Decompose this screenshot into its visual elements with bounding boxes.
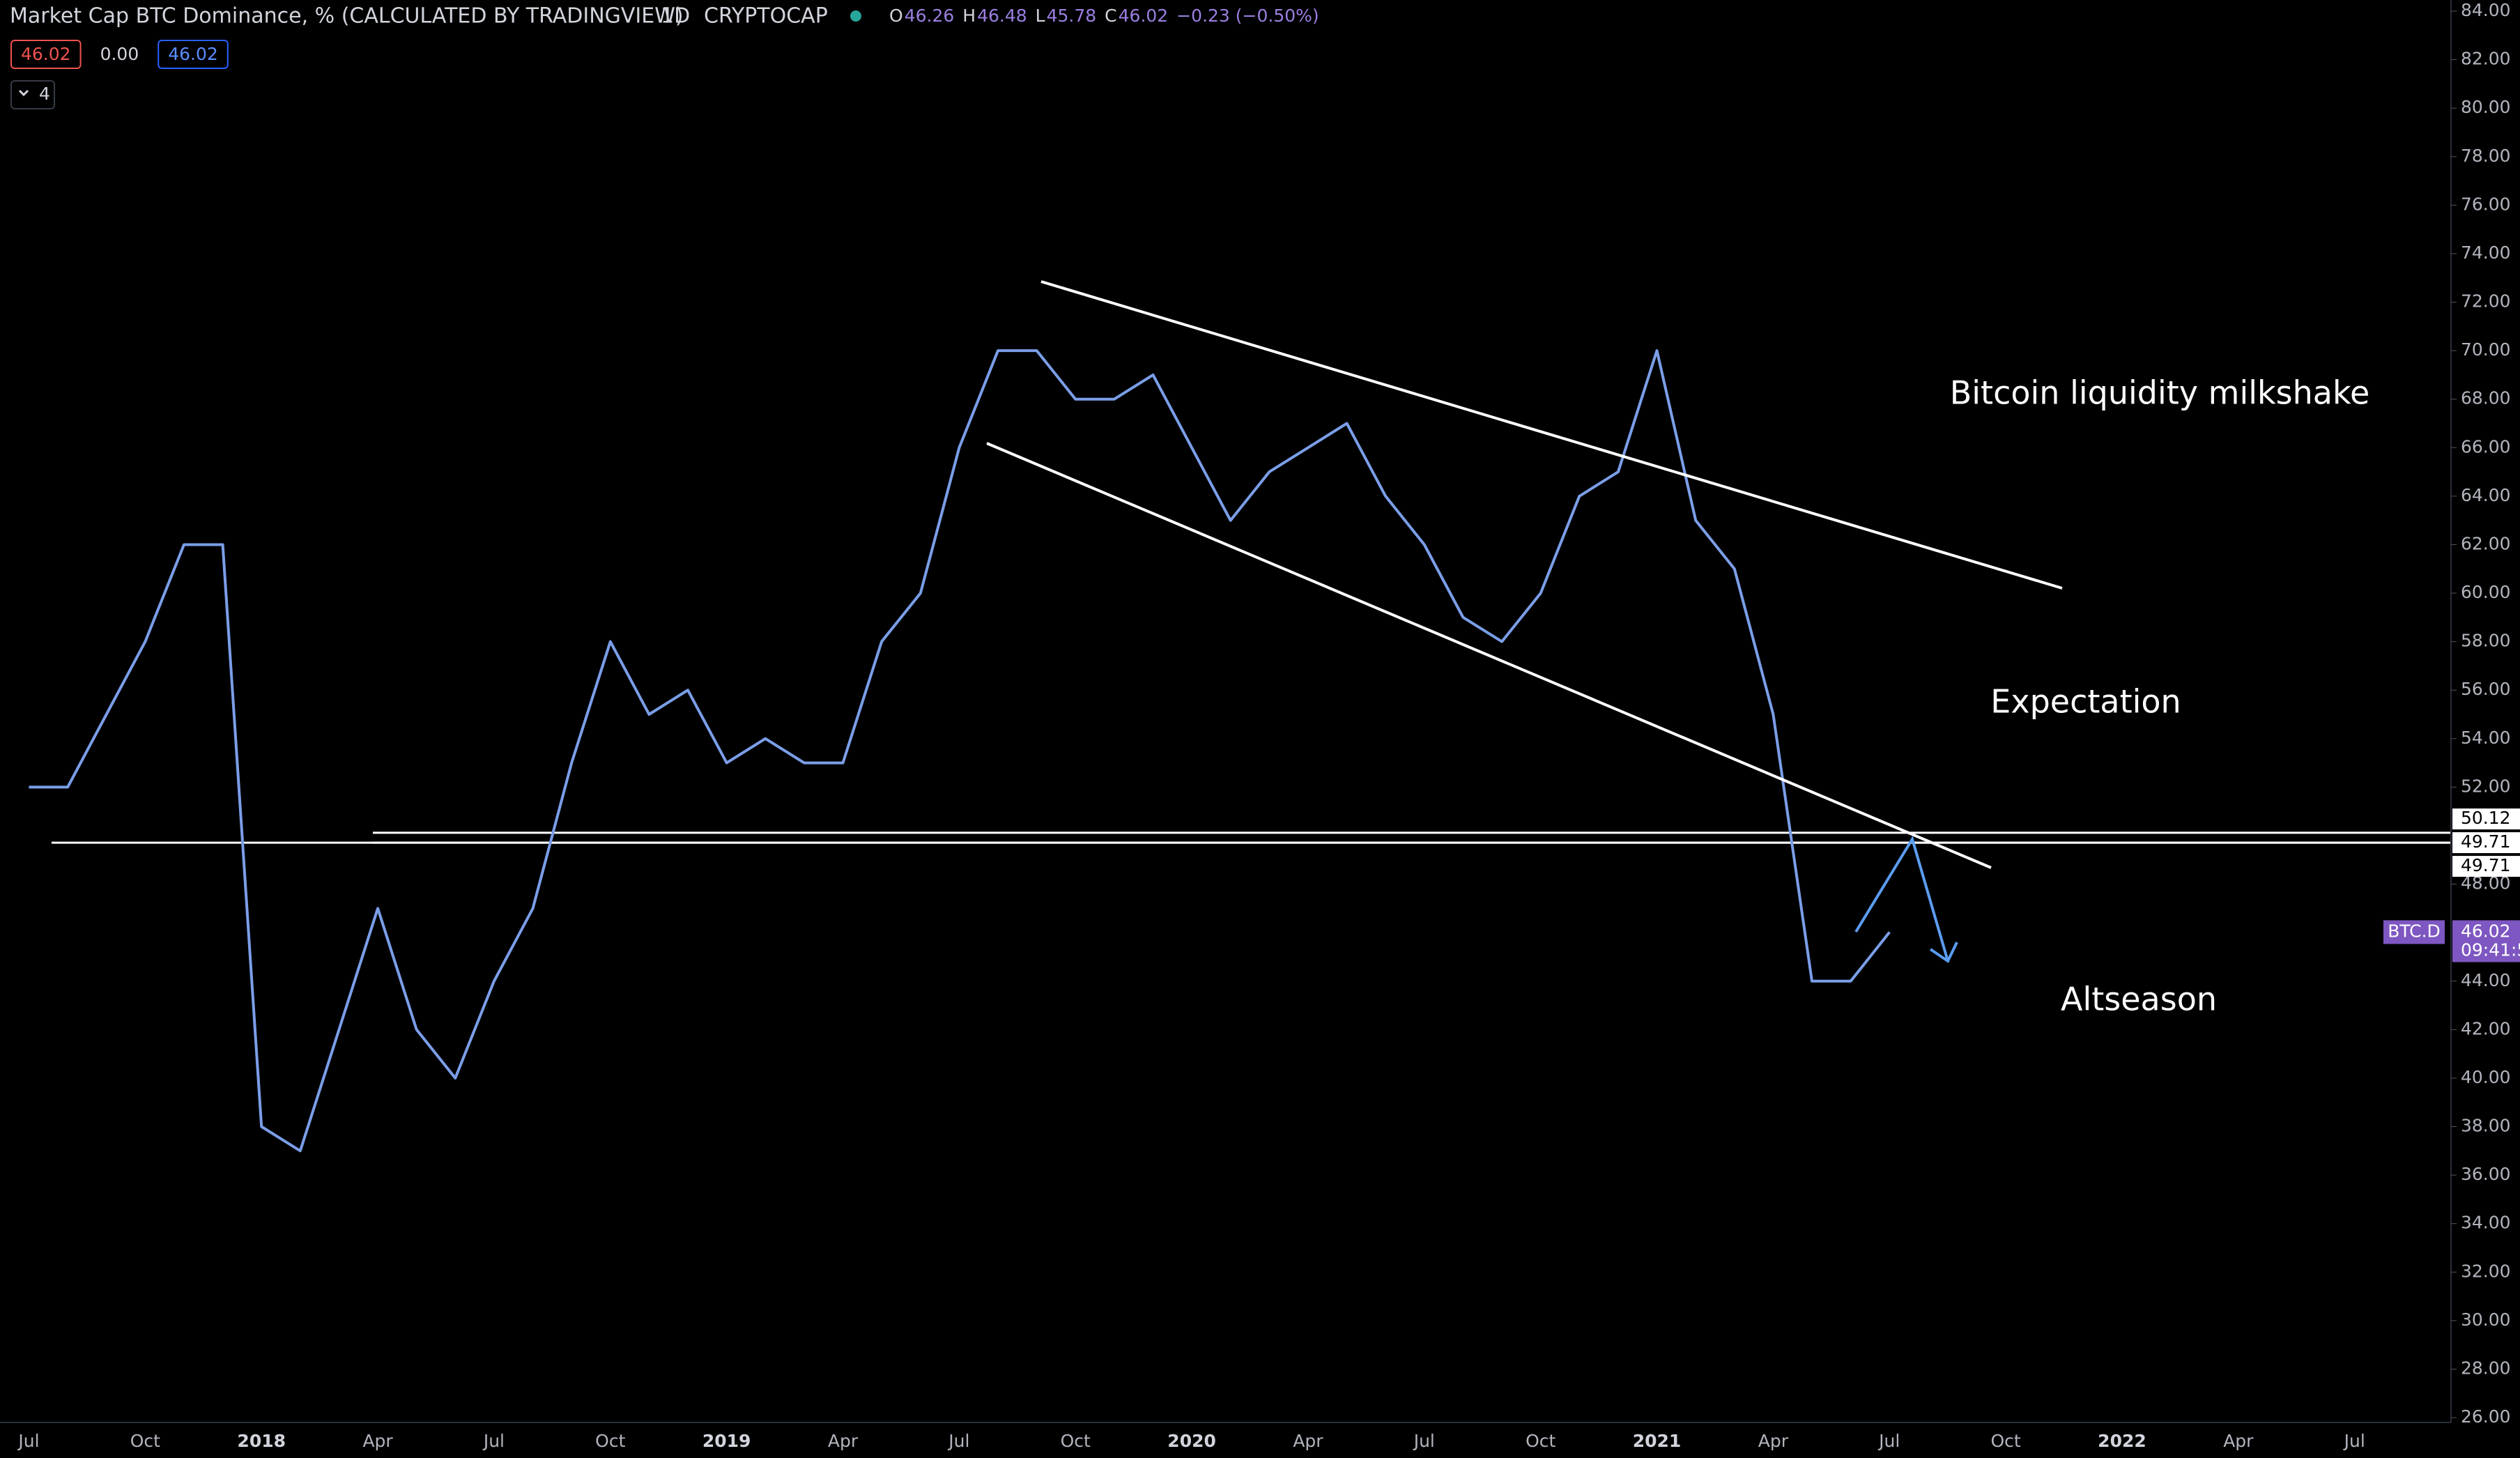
interval: 1D (661, 4, 690, 29)
y-tick-label: 40.00 (2461, 1067, 2511, 1087)
last-price-box (2452, 920, 2520, 962)
y-tick-label: 44.00 (2461, 970, 2511, 990)
y-tick-label: 28.00 (2461, 1358, 2511, 1378)
annotation: Altseason (2061, 981, 2217, 1018)
x-tick-label: 2018 (237, 1431, 286, 1451)
x-tick-label: Oct (595, 1431, 625, 1451)
y-tick-label: 36.00 (2461, 1164, 2511, 1184)
x-tick-label: Oct (1991, 1431, 2021, 1451)
y-tick-label: 76.00 (2461, 194, 2511, 214)
y-tick-label: 56.00 (2461, 679, 2511, 699)
ohlc-value: 45.78 (1047, 6, 1097, 26)
last-price: 46.02 (2461, 921, 2511, 941)
x-tick-label: Oct (1061, 1431, 1091, 1451)
ohlc-label: C (1105, 6, 1116, 26)
x-tick-label: 2020 (1167, 1431, 1216, 1451)
y-tick-label: 42.00 (2461, 1018, 2511, 1038)
y-tick-label: 72.00 (2461, 291, 2511, 312)
x-tick-label: Apr (1293, 1431, 1323, 1451)
indicator-count: 4 (39, 84, 50, 104)
x-tick-label: Jul (482, 1431, 505, 1451)
ohlc-label: H (962, 6, 976, 26)
annotation: Expectation (1990, 683, 2181, 721)
badges: 46.02 0.00 46.02 (10, 40, 229, 69)
series-line (29, 349, 1891, 1153)
ohlc-label: O (889, 6, 903, 26)
badge-value: 46.02 (21, 44, 71, 64)
price-label-box (2452, 832, 2520, 854)
price-label-box (2452, 808, 2520, 830)
x-tick-label: Oct (130, 1431, 160, 1451)
annotation: Bitcoin liquidity milkshake (1950, 374, 2370, 412)
x-tick-label: Oct (1526, 1431, 1555, 1451)
trend-line-lower (986, 442, 1992, 869)
price-label-box (2452, 856, 2520, 877)
projection-arrow (1854, 836, 1949, 962)
symbol-label: BTC.D (2388, 921, 2441, 941)
y-tick-label: 26.00 (2461, 1406, 2511, 1427)
countdown: 09:41:54 (2461, 939, 2520, 960)
value-badge (10, 40, 82, 69)
ohlc-value: 46.02 (1119, 6, 1169, 26)
y-tick-label: 34.00 (2461, 1213, 2511, 1233)
value-badge (90, 40, 149, 68)
chevron-icon (18, 89, 29, 97)
price-label: 50.12 (2461, 808, 2511, 828)
badge-value: 0.00 (100, 44, 139, 64)
x-tick-label: 2022 (2098, 1431, 2146, 1451)
price-label: 49.71 (2461, 831, 2511, 852)
symbol-box (2383, 920, 2445, 944)
y-tick-label: 70.00 (2461, 339, 2511, 360)
x-tick-label: Apr (828, 1431, 859, 1451)
x-tick-label: 2021 (1633, 1431, 1682, 1451)
badge-value: 46.02 (168, 44, 218, 64)
y-tick-label: 52.00 (2461, 776, 2511, 796)
x-tick-label: Apr (362, 1431, 393, 1451)
ohlc-change: −0.23 (−0.50%) (1176, 6, 1319, 26)
y-tick-label: 84.00 (2461, 0, 2511, 20)
y-tick-label: 30.00 (2461, 1310, 2511, 1330)
y-tick-label: 60.00 (2461, 582, 2511, 602)
x-tick-label: Jul (2343, 1431, 2365, 1451)
y-tick-label: 58.00 (2461, 631, 2511, 651)
x-tick-label: Apr (2223, 1431, 2254, 1451)
x-tick-label: 2019 (702, 1431, 751, 1451)
indicator-toggle[interactable] (10, 80, 55, 109)
x-tick-label: Jul (947, 1431, 969, 1451)
trend-line-upper (1040, 280, 2063, 590)
y-tick-label: 68.00 (2461, 388, 2511, 408)
y-tick-label: 82.00 (2461, 49, 2511, 69)
x-tick-label: Jul (1413, 1431, 1435, 1451)
y-tick-label: 62.00 (2461, 533, 2511, 553)
y-tick-label: 32.00 (2461, 1261, 2511, 1281)
chart-title: Market Cap BTC Dominance, % (CALCULATED … (10, 4, 684, 29)
x-tick-label: Jul (1877, 1431, 1900, 1451)
value-badge (158, 40, 229, 69)
price-label: 49.71 (2461, 855, 2511, 875)
exchange: CRYPTOCAP (704, 4, 828, 29)
y-tick-label: 74.00 (2461, 243, 2511, 263)
y-tick-label: 64.00 (2461, 485, 2511, 505)
status-dot (850, 10, 861, 22)
arrow-head (1929, 942, 1958, 963)
y-tick-label: 80.00 (2461, 97, 2511, 117)
x-tick-label: Apr (1758, 1431, 1789, 1451)
ohlc-value: 46.26 (905, 6, 955, 26)
y-tick-label: 38.00 (2461, 1116, 2511, 1136)
y-tick-label: 54.00 (2461, 728, 2511, 748)
ohlc-label: L (1036, 6, 1045, 26)
x-tick-label: Jul (17, 1431, 39, 1451)
y-tick-label: 66.00 (2461, 436, 2511, 456)
y-tick-label: 78.00 (2461, 146, 2511, 166)
ohlc-legend: O 46.26 H 46.48 L 45.78 C 46.02 −0.23 (−0.50%) (889, 6, 1319, 26)
ohlc-value: 46.48 (977, 6, 1027, 26)
plot-area (29, 349, 2451, 1153)
